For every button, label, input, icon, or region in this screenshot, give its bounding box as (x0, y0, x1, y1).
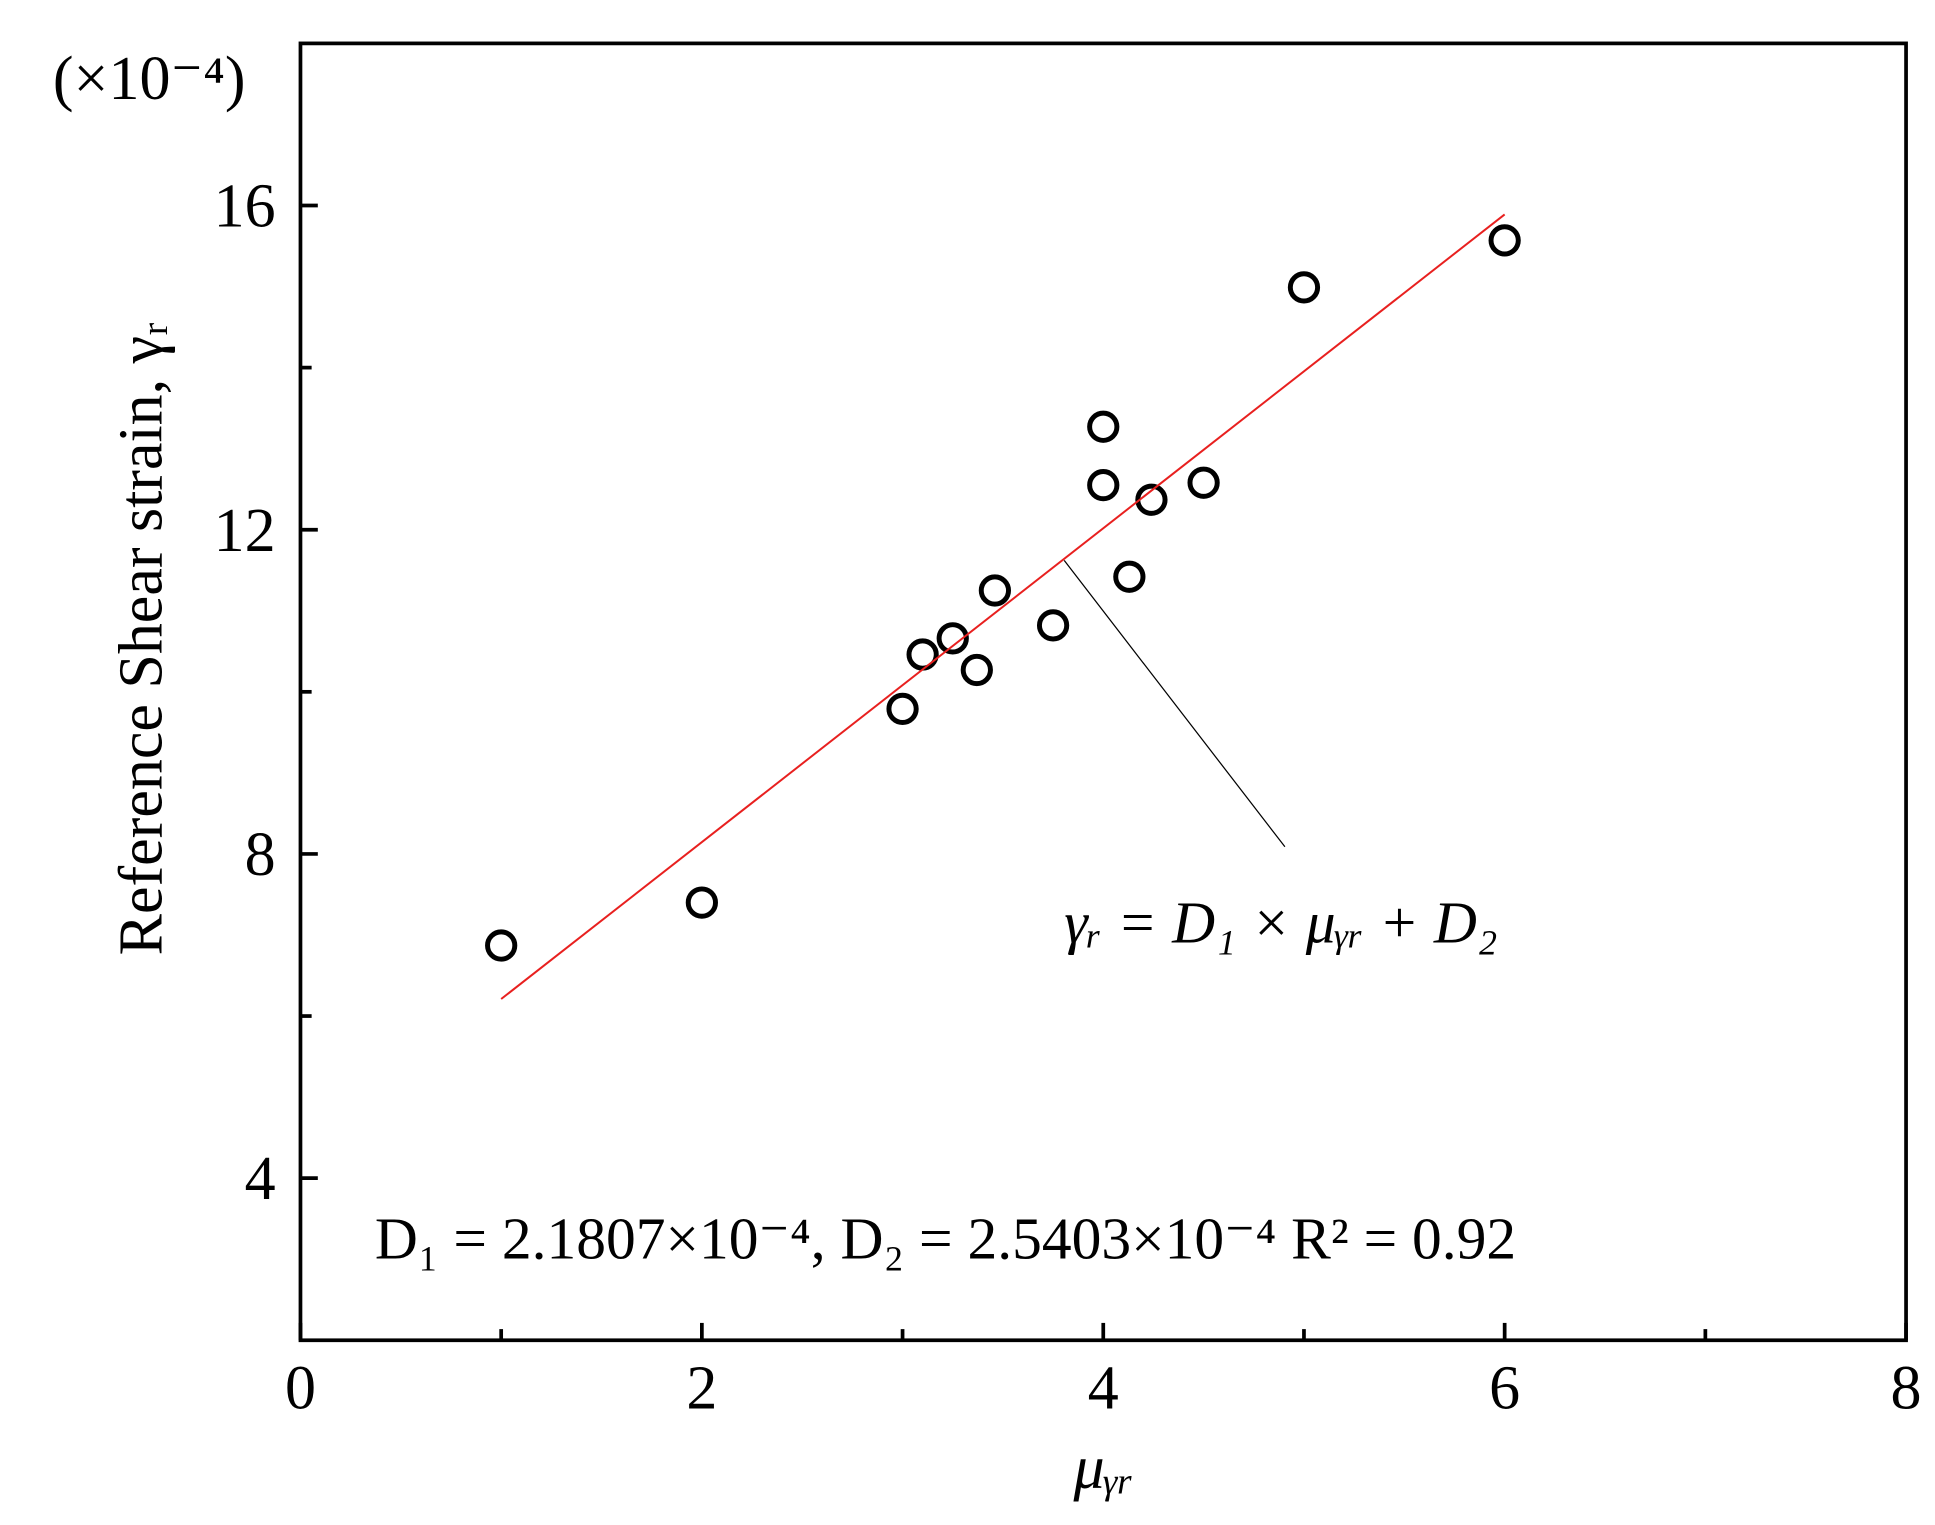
x-tick-label: 8 (1891, 1354, 1922, 1422)
y-unit-label: (×10⁻⁴) (53, 45, 246, 113)
y-tick-label: 16 (214, 173, 276, 241)
annotation-leader (1063, 560, 1286, 848)
scatter-point (1488, 224, 1521, 257)
equation-annotation: γᵣ = D₁ × μᵧᵣ + D₂ (1064, 889, 1497, 955)
scatter-point (978, 574, 1012, 607)
x-tick-label: 4 (1088, 1354, 1119, 1422)
y-axis-label: Reference Shear strain, γᵣ (108, 322, 176, 956)
scatter-point (1135, 483, 1168, 516)
fit-line (500, 213, 1506, 1000)
scatter-point (936, 622, 969, 655)
scatter-point (1187, 466, 1220, 499)
scatter-point (886, 692, 919, 725)
scatter-point (960, 653, 993, 687)
y-tick-label: 12 (214, 497, 276, 565)
scatter-point (1036, 609, 1070, 642)
x-tick-label: 6 (1489, 1354, 1520, 1422)
scatter-point (1087, 469, 1120, 502)
scatter-point (1087, 410, 1120, 443)
x-axis-label: μᵧᵣ (1073, 1434, 1135, 1502)
scatter-point (685, 886, 718, 919)
y-tick-label: 8 (245, 821, 276, 889)
scatter-point (1113, 560, 1146, 593)
scatter-point (1287, 271, 1321, 304)
fit-stats-annotation: D₁ = 2.1807×10⁻⁴, D₂ = 2.5403×10⁻⁴ R² = … (375, 1205, 1516, 1271)
y-tick-label: 4 (245, 1145, 276, 1213)
x-tick-label: 0 (285, 1354, 316, 1422)
x-tick-label: 2 (686, 1354, 717, 1422)
scatter-point (485, 929, 518, 962)
plot-frame (298, 41, 1908, 1343)
scatter-point (906, 638, 939, 671)
